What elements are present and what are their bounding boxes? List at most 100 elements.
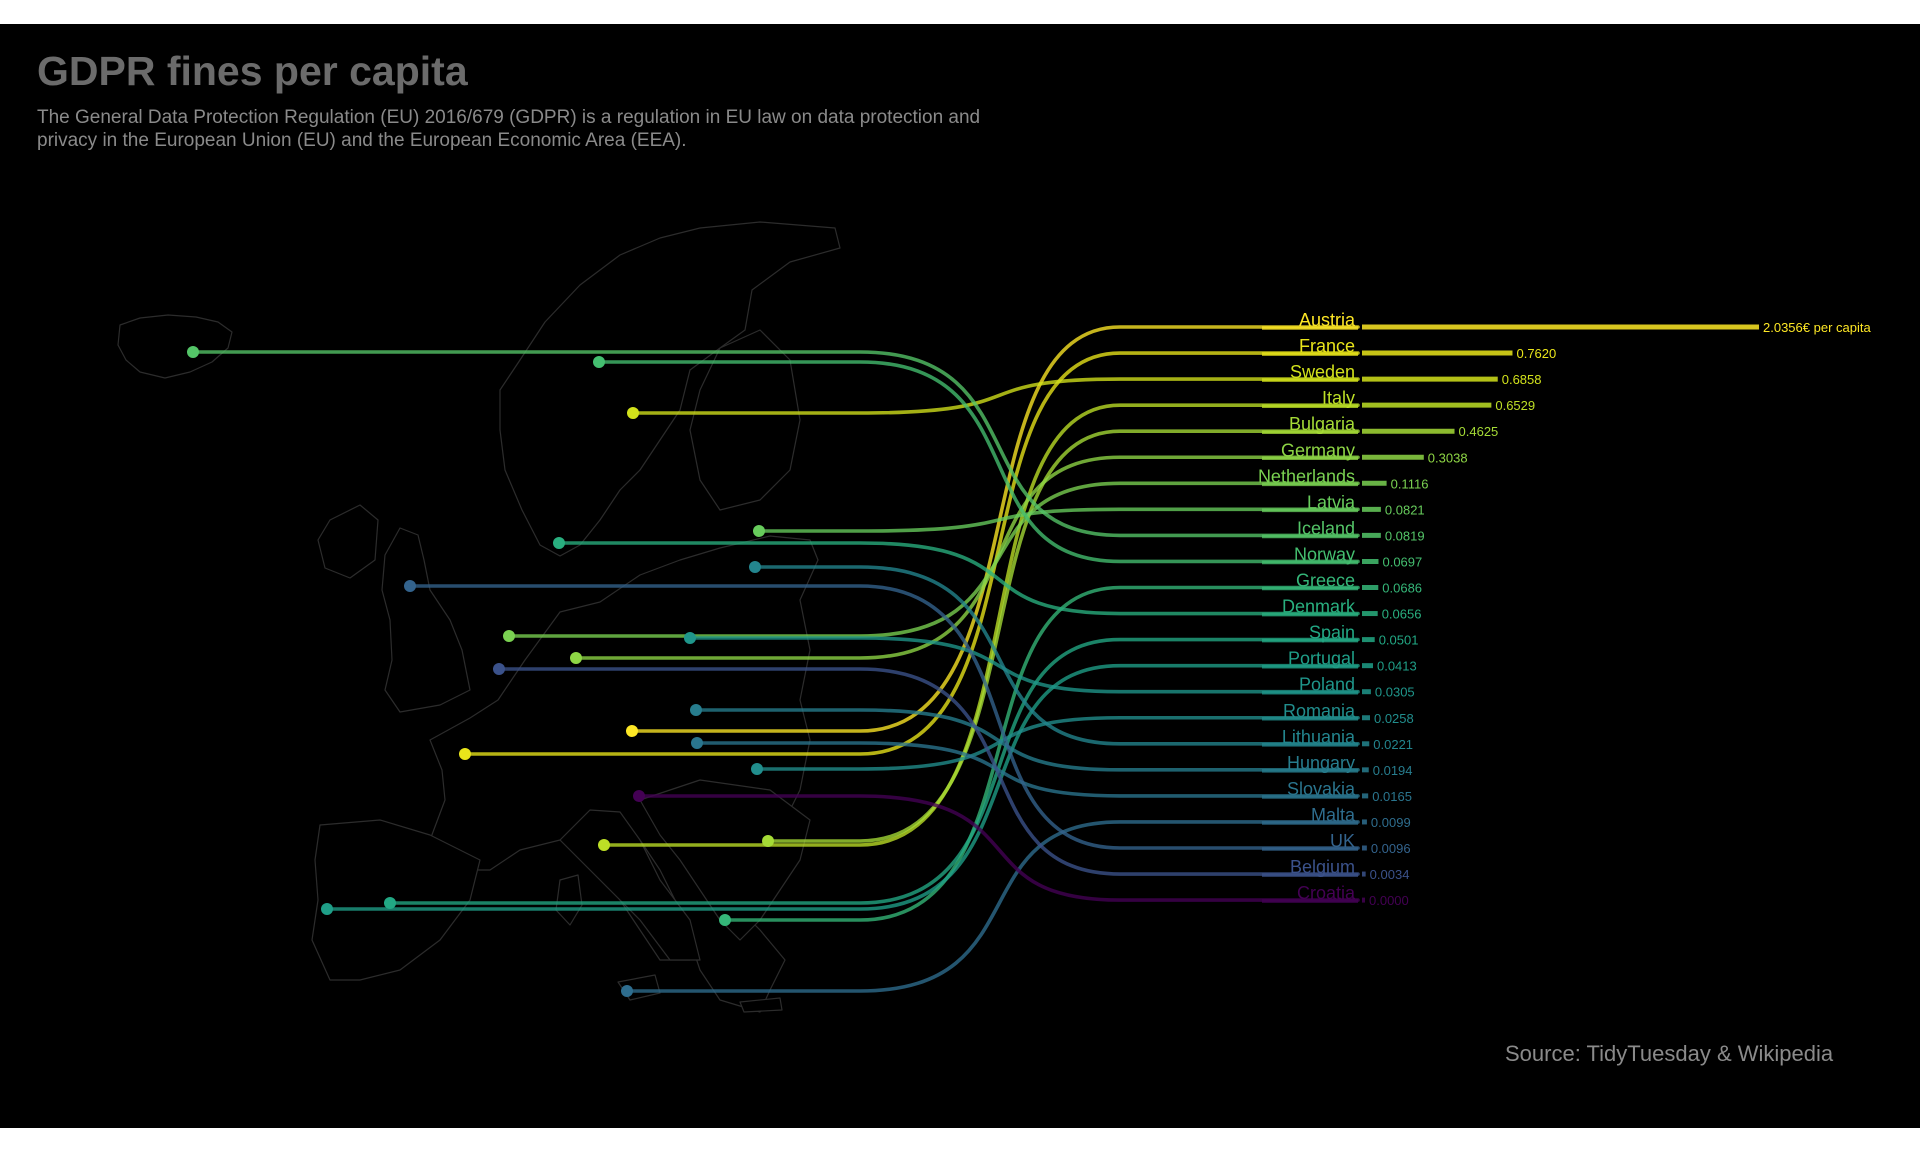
country-label-croatia: Croatia bbox=[1297, 883, 1356, 903]
bars bbox=[1262, 324, 1759, 903]
country-label-romania: Romania bbox=[1283, 701, 1356, 721]
dot-norway bbox=[593, 356, 605, 368]
value-label-croatia: 0.0000 bbox=[1369, 893, 1409, 908]
flow-line-portugal bbox=[325, 663, 1360, 911]
dot-romania bbox=[751, 763, 763, 775]
value-label-iceland: 0.0819 bbox=[1385, 528, 1425, 543]
country-label-slovakia: Slovakia bbox=[1287, 779, 1356, 799]
value-label-italy: 0.6529 bbox=[1495, 398, 1535, 413]
value-label-france: 0.7620 bbox=[1516, 346, 1556, 361]
country-label-lithuania: Lithuania bbox=[1282, 727, 1356, 747]
country-label-italy: Italy bbox=[1322, 388, 1355, 408]
flow-line-netherlands bbox=[507, 481, 1360, 638]
map-shape-crete bbox=[739, 997, 783, 1013]
flow-line-poland bbox=[688, 636, 1360, 694]
country-label-greece: Greece bbox=[1296, 571, 1355, 591]
dot-netherlands bbox=[503, 630, 515, 642]
country-label-germany: Germany bbox=[1281, 440, 1355, 460]
flows bbox=[191, 325, 1360, 993]
value-label-greece: 0.0686 bbox=[1382, 581, 1422, 596]
flow-line-latvia bbox=[757, 507, 1360, 533]
value-label-poland: 0.0305 bbox=[1375, 685, 1415, 700]
dot-sweden bbox=[627, 407, 639, 419]
chart-caption: Source: TidyTuesday & Wikipedia bbox=[1505, 1041, 1834, 1066]
value-label-lithuania: 0.0221 bbox=[1373, 737, 1413, 752]
value-label-denmark: 0.0656 bbox=[1382, 607, 1422, 622]
dot-hungary bbox=[690, 704, 702, 716]
map-shape-ireland bbox=[317, 504, 379, 579]
country-label-hungary: Hungary bbox=[1287, 753, 1355, 773]
value-label-uk: 0.0096 bbox=[1371, 841, 1411, 856]
country-label-belgium: Belgium bbox=[1290, 857, 1355, 877]
flow-line-belgium bbox=[497, 667, 1360, 876]
value-label-netherlands: 0.1116 bbox=[1391, 476, 1429, 491]
country-label-bulgaria: Bulgaria bbox=[1289, 414, 1356, 434]
country-label-netherlands: Netherlands bbox=[1258, 466, 1355, 486]
europe-map bbox=[117, 221, 841, 1013]
dot-slovakia bbox=[691, 737, 703, 749]
chart-subtitle: The General Data Protection Regulation (… bbox=[37, 107, 981, 151]
dot-latvia bbox=[753, 525, 765, 537]
value-label-portugal: 0.0413 bbox=[1377, 659, 1417, 674]
value-label-romania: 0.0258 bbox=[1374, 711, 1414, 726]
map-shape-iberia bbox=[311, 819, 481, 981]
value-label-spain: 0.0501 bbox=[1379, 633, 1419, 648]
dot-portugal bbox=[321, 903, 333, 915]
value-label-bulgaria: 0.4625 bbox=[1459, 424, 1499, 439]
dot-croatia bbox=[633, 790, 645, 802]
country-label-iceland: Iceland bbox=[1297, 518, 1355, 538]
dot-france bbox=[459, 748, 471, 760]
dot-italy bbox=[598, 839, 610, 851]
flow-line-norway bbox=[597, 360, 1360, 564]
dot-greece bbox=[719, 914, 731, 926]
flow-line-lithuania bbox=[753, 565, 1360, 746]
country-names: Austria France Sweden Italy Bulgaria Germany N… bbox=[1258, 310, 1356, 903]
flow-line-malta bbox=[625, 820, 1360, 993]
value-label-latvia: 0.0821 bbox=[1385, 502, 1425, 517]
country-label-spain: Spain bbox=[1309, 623, 1355, 643]
dot-uk bbox=[404, 580, 416, 592]
dot-iceland bbox=[187, 346, 199, 358]
value-label-hungary: 0.0194 bbox=[1373, 763, 1413, 778]
map-shape-finland bbox=[689, 329, 801, 511]
dots bbox=[187, 346, 774, 997]
value-label-belgium: 0.0034 bbox=[1370, 867, 1410, 882]
flow-line-uk bbox=[408, 584, 1360, 850]
map-shape-italy bbox=[559, 809, 701, 961]
value-label-austria: 2.0356€ per capita bbox=[1763, 320, 1871, 335]
country-label-portugal: Portugal bbox=[1288, 649, 1355, 669]
flow-line-greece bbox=[723, 585, 1360, 922]
chart-title: GDPR fines per capita bbox=[37, 48, 468, 94]
flow-line-croatia bbox=[637, 794, 1360, 902]
dot-spain bbox=[384, 897, 396, 909]
flow-line-romania bbox=[755, 715, 1360, 771]
value-label-sweden: 0.6858 bbox=[1502, 372, 1542, 387]
flow-line-denmark bbox=[557, 541, 1360, 616]
value-label-malta: 0.0099 bbox=[1371, 815, 1411, 830]
map-shape-iceland bbox=[117, 314, 233, 379]
value-label-germany: 0.3038 bbox=[1428, 450, 1468, 465]
dot-austria bbox=[626, 725, 638, 737]
country-label-sweden: Sweden bbox=[1290, 362, 1355, 382]
country-label-uk: UK bbox=[1330, 831, 1355, 851]
country-label-poland: Poland bbox=[1299, 675, 1355, 695]
flow-line-bulgaria bbox=[766, 429, 1360, 843]
dot-bulgaria bbox=[762, 835, 774, 847]
country-label-denmark: Denmark bbox=[1282, 597, 1356, 617]
country-label-france: France bbox=[1299, 336, 1355, 356]
country-label-malta: Malta bbox=[1311, 805, 1356, 825]
flow-line-hungary bbox=[694, 708, 1360, 772]
dot-lithuania bbox=[749, 561, 761, 573]
dot-germany bbox=[570, 652, 582, 664]
map-shape-britain bbox=[381, 527, 471, 713]
flow-line-iceland bbox=[191, 350, 1360, 538]
dot-belgium bbox=[493, 663, 505, 675]
country-label-latvia: Latvia bbox=[1307, 492, 1356, 512]
dot-malta bbox=[621, 985, 633, 997]
value-label-norway: 0.0697 bbox=[1382, 554, 1422, 569]
value-labels: 2.0356€ per capita 0.7620 0.6858 0.6529 0.46… bbox=[1369, 320, 1871, 908]
map-shape-sardinia bbox=[555, 874, 583, 926]
dot-denmark bbox=[553, 537, 565, 549]
flow-line-italy bbox=[602, 403, 1360, 847]
